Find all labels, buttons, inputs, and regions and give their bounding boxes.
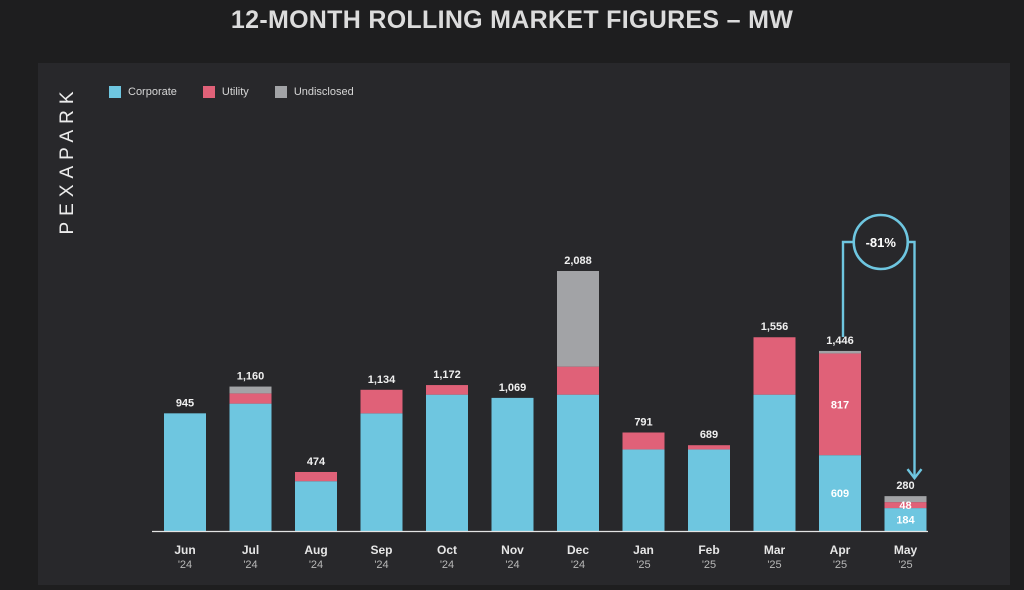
total-label-mar: 1,556 (761, 321, 789, 333)
bar-utility-jan (622, 432, 665, 450)
legend-swatch-utility (202, 86, 215, 98)
legend-item-utility: Utility (202, 86, 249, 98)
x-tick-month-may: May (894, 543, 918, 557)
segment-label-corporate-apr: 609 (831, 488, 849, 500)
x-tick-year-may: '25 (898, 559, 912, 571)
x-tick-month-apr: Apr (830, 543, 851, 557)
x-tick-year-mar: '25 (767, 559, 781, 571)
bar-corporate-dec (557, 394, 599, 531)
chart-legend: Corporate Utility Undisclosed (109, 86, 354, 98)
bar-corporate-aug (295, 481, 337, 531)
bar-corporate-jan (622, 449, 665, 531)
bar-utility-aug (295, 471, 337, 482)
annotation-arrowhead (906, 468, 923, 481)
bar-utility-may (884, 502, 927, 509)
x-tick-year-sep: '24 (374, 559, 388, 571)
page-title: 12-MONTH ROLLING MARKET FIGURES – MW (230, 6, 794, 34)
x-tick-year-jan: '25 (636, 559, 650, 571)
legend-label-utility: Utility (221, 86, 249, 98)
bar-utility-dec (557, 366, 599, 395)
bar-corporate-sep (360, 413, 403, 531)
x-tick-month-sep: Sep (370, 543, 392, 557)
bar-utility-apr (819, 353, 861, 456)
x-tick-year-jun: '24 (178, 559, 192, 571)
annotation-label: -81% (866, 235, 897, 250)
annotation-circle (852, 213, 910, 271)
x-tick-year-oct: '24 (440, 559, 454, 571)
x-tick-month-dec: Dec (567, 543, 589, 557)
x-tick-year-nov: '24 (505, 559, 519, 571)
bar-utility-oct (426, 385, 468, 395)
x-tick-year-aug: '24 (309, 559, 323, 571)
bar-corporate-oct (426, 394, 468, 531)
x-tick-year-feb: '25 (702, 559, 716, 571)
total-label-feb: 689 (700, 429, 718, 441)
total-label-may: 280 (896, 480, 914, 492)
x-tick-month-jul: Jul (242, 543, 259, 557)
legend-swatch-undisclosed (274, 86, 287, 98)
total-label-nov: 1,069 (499, 382, 527, 394)
x-tick-month-nov: Nov (501, 543, 524, 557)
total-label-apr: 1,446 (826, 335, 854, 347)
segment-label-corporate-may: 184 (896, 515, 915, 527)
legend-label-corporate: Corporate (128, 86, 177, 98)
bar-corporate-nov (491, 397, 534, 531)
bar-utility-jul (229, 393, 272, 404)
x-tick-month-aug: Aug (304, 543, 327, 557)
bar-corporate-may (884, 508, 927, 531)
bar-corporate-feb (688, 449, 730, 531)
annotation-arrow-right (907, 240, 916, 479)
total-label-jul: 1,160 (237, 371, 265, 383)
segment-label-utility-may: 48 (899, 500, 911, 512)
legend-item-undisclosed: Undisclosed (274, 86, 354, 98)
legend-label-undisclosed: Undisclosed (293, 86, 354, 98)
segment-label-utility-apr: 817 (831, 399, 849, 411)
total-label-dec: 2,088 (564, 255, 592, 267)
x-tick-month-jun: Jun (174, 543, 195, 557)
x-tick-month-mar: Mar (764, 543, 786, 557)
x-tick-year-jul: '24 (243, 559, 257, 571)
total-label-sep: 1,134 (368, 374, 396, 386)
total-label-jan: 791 (634, 417, 652, 429)
bar-utility-sep (360, 389, 403, 414)
bar-undisclosed-jul (229, 386, 272, 394)
bar-corporate-mar (753, 394, 796, 531)
x-tick-year-dec: '24 (571, 559, 585, 571)
x-tick-month-feb: Feb (698, 543, 719, 557)
x-tick-month-oct: Oct (437, 543, 457, 557)
bar-corporate-jun (164, 413, 206, 531)
total-label-jun: 945 (176, 397, 194, 409)
x-tick-year-apr: '25 (833, 559, 847, 571)
total-label-aug: 474 (307, 456, 326, 468)
legend-swatch-corporate (109, 86, 121, 98)
legend-item-corporate: Corporate (109, 86, 177, 98)
bar-utility-feb (688, 445, 730, 450)
x-tick-month-jan: Jan (633, 543, 654, 557)
bar-corporate-apr (819, 455, 861, 531)
bar-undisclosed-apr (819, 350, 861, 354)
bar-corporate-jul (229, 403, 272, 531)
annotation-arrow-left (841, 240, 854, 337)
bar-undisclosed-dec (557, 271, 599, 367)
bar-utility-mar (753, 337, 796, 395)
bar-undisclosed-may (884, 496, 927, 503)
total-label-oct: 1,172 (433, 369, 461, 381)
